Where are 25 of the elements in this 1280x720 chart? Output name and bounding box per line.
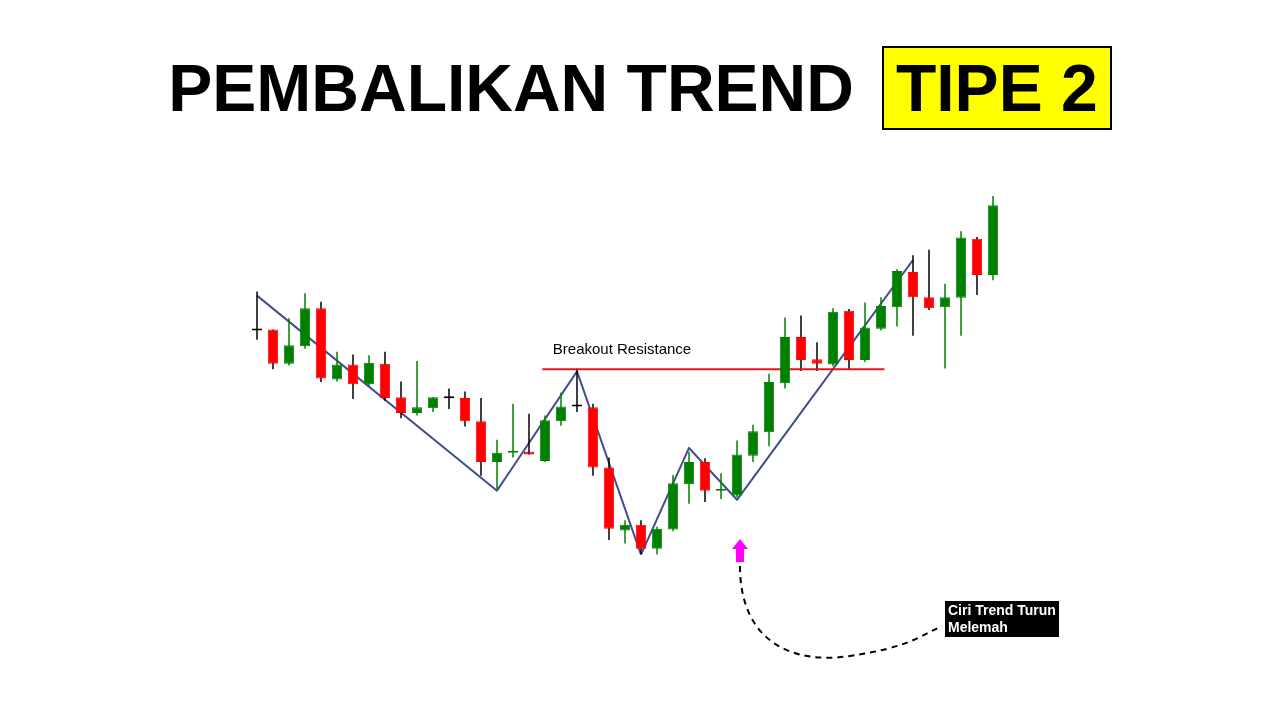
candlestick xyxy=(283,317,295,367)
candlestick xyxy=(411,360,423,417)
chart-title: PEMBALIKAN TREND xyxy=(168,50,854,126)
candlestick xyxy=(395,380,407,420)
candlestick xyxy=(523,412,535,456)
candlestick xyxy=(683,450,695,505)
candlestick xyxy=(795,314,807,372)
candlestick xyxy=(619,519,631,545)
candlestick xyxy=(555,391,567,427)
candlestick xyxy=(811,341,823,372)
candlestick xyxy=(923,249,935,311)
candlestick xyxy=(331,350,343,383)
candlestick xyxy=(347,353,359,400)
candlestick xyxy=(939,283,951,370)
ref-line-label: Breakout Resistance xyxy=(552,340,692,358)
candlestick xyxy=(651,525,663,556)
candlestick xyxy=(875,296,887,332)
candlestick xyxy=(363,354,375,387)
candlestick xyxy=(907,254,919,337)
candlestick xyxy=(459,390,471,428)
candlestick xyxy=(491,439,503,491)
candlestick xyxy=(635,519,647,556)
text: Ciri Trend Turun Melemah xyxy=(945,601,1059,637)
candlestick xyxy=(747,424,759,463)
chart-subtitle: TIPE 2 xyxy=(881,46,1112,130)
